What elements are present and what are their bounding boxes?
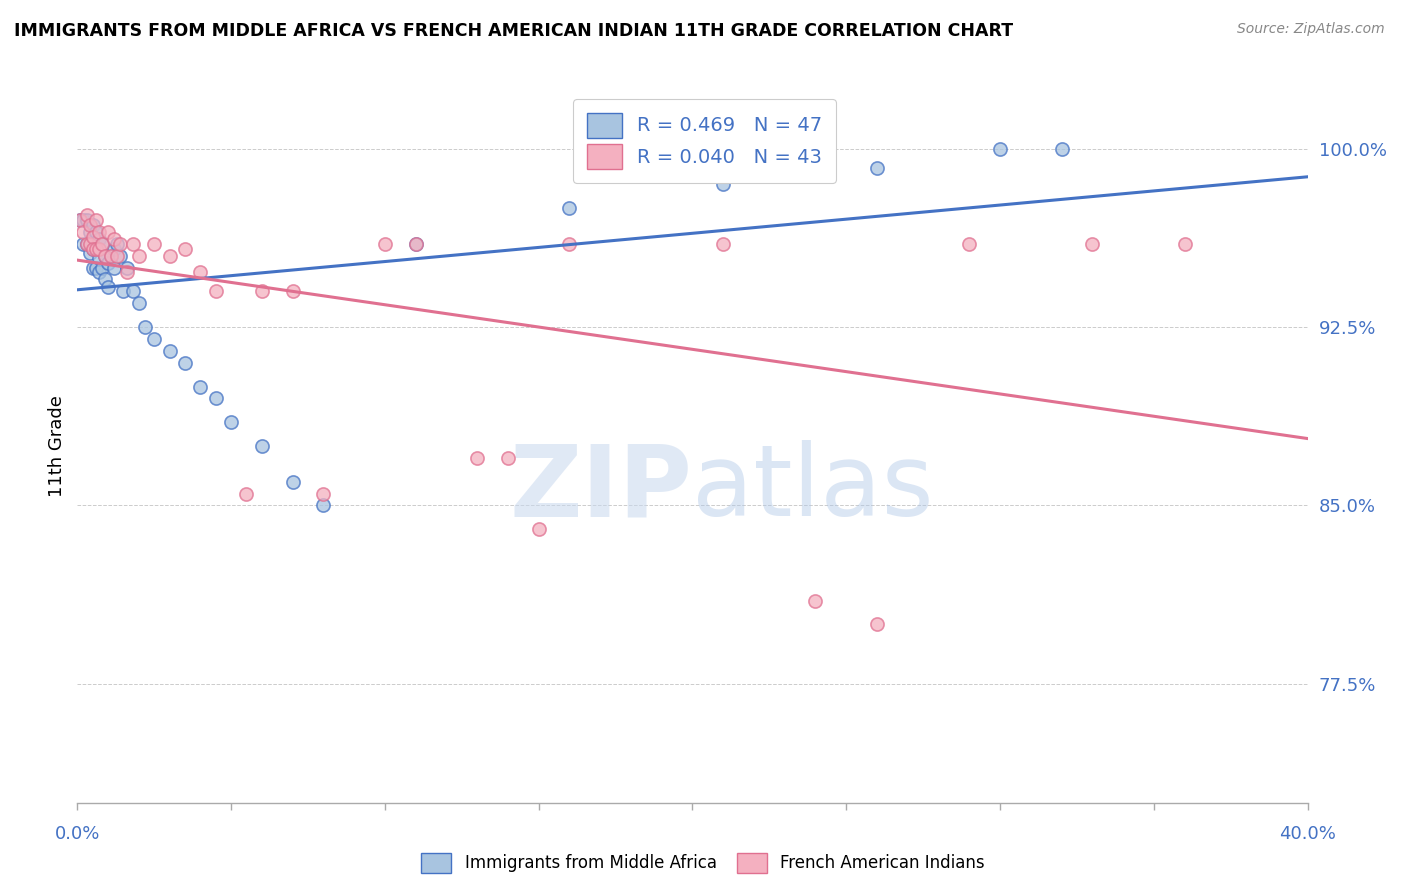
Point — [465, 450, 488, 465]
Point — [103, 232, 125, 246]
Point — [82, 229, 104, 244]
Point — [219, 415, 242, 429]
Point — [558, 236, 581, 251]
Point — [988, 142, 1011, 156]
Point — [69, 213, 91, 227]
Point — [121, 236, 143, 251]
Point — [90, 236, 114, 251]
Point — [527, 522, 550, 536]
Point — [405, 236, 427, 251]
Point — [496, 450, 519, 465]
Point — [866, 161, 889, 175]
Point — [115, 260, 138, 275]
Point — [558, 201, 581, 215]
Text: Source: ZipAtlas.com: Source: ZipAtlas.com — [1237, 22, 1385, 37]
Point — [87, 265, 110, 279]
Point — [1050, 142, 1073, 156]
Point — [100, 249, 122, 263]
Point — [866, 617, 889, 632]
Point — [87, 242, 110, 256]
Point — [110, 249, 132, 263]
Point — [188, 379, 212, 393]
Point — [69, 213, 91, 227]
Text: 40.0%: 40.0% — [1279, 825, 1336, 843]
Point — [90, 236, 114, 251]
Point — [72, 225, 94, 239]
Point — [97, 279, 120, 293]
Point — [90, 260, 114, 275]
Point — [97, 256, 120, 270]
Point — [76, 208, 98, 222]
Point — [84, 242, 107, 256]
Point — [103, 242, 125, 256]
Point — [79, 225, 101, 239]
Point — [250, 285, 273, 299]
Point — [143, 236, 166, 251]
Text: IMMIGRANTS FROM MIDDLE AFRICA VS FRENCH AMERICAN INDIAN 11TH GRADE CORRELATION C: IMMIGRANTS FROM MIDDLE AFRICA VS FRENCH … — [14, 22, 1014, 40]
Point — [957, 236, 980, 251]
Point — [72, 236, 94, 251]
Point — [82, 260, 104, 275]
Point — [312, 499, 335, 513]
Point — [94, 249, 117, 263]
Point — [76, 236, 98, 251]
Point — [82, 242, 104, 256]
Point — [105, 236, 128, 251]
Point — [97, 225, 120, 239]
Point — [84, 225, 107, 239]
Legend: R = 0.469   N = 47, R = 0.040   N = 43: R = 0.469 N = 47, R = 0.040 N = 43 — [574, 99, 837, 183]
Point — [87, 232, 110, 246]
Point — [115, 265, 138, 279]
Point — [79, 246, 101, 260]
Point — [281, 475, 304, 489]
Point — [100, 249, 122, 263]
Point — [711, 178, 734, 192]
Legend: Immigrants from Middle Africa, French American Indians: Immigrants from Middle Africa, French Am… — [415, 847, 991, 880]
Point — [204, 392, 226, 406]
Point — [174, 356, 197, 370]
Point — [76, 213, 98, 227]
Point — [804, 593, 827, 607]
Point — [159, 249, 181, 263]
Point — [94, 272, 117, 286]
Y-axis label: 11th Grade: 11th Grade — [48, 395, 66, 497]
Point — [79, 236, 101, 251]
Point — [79, 218, 101, 232]
Point — [312, 486, 335, 500]
Point — [711, 236, 734, 251]
Text: 0.0%: 0.0% — [55, 825, 100, 843]
Text: ZIP: ZIP — [509, 441, 693, 537]
Point — [281, 285, 304, 299]
Point — [188, 265, 212, 279]
Point — [121, 285, 143, 299]
Point — [82, 242, 104, 256]
Point — [87, 225, 110, 239]
Point — [159, 343, 181, 358]
Point — [374, 236, 396, 251]
Point — [84, 213, 107, 227]
Point — [76, 236, 98, 251]
Point — [405, 236, 427, 251]
Point — [105, 249, 128, 263]
Point — [87, 251, 110, 265]
Point — [174, 242, 197, 256]
Point — [103, 260, 125, 275]
Point — [72, 213, 94, 227]
Point — [134, 320, 156, 334]
Point — [1081, 236, 1104, 251]
Point — [94, 249, 117, 263]
Point — [143, 332, 166, 346]
Point — [250, 439, 273, 453]
Point — [128, 249, 150, 263]
Point — [204, 285, 226, 299]
Point — [128, 296, 150, 310]
Point — [84, 242, 107, 256]
Text: atlas: atlas — [693, 441, 934, 537]
Point — [235, 486, 257, 500]
Point — [112, 285, 135, 299]
Point — [1174, 236, 1197, 251]
Point — [110, 236, 132, 251]
Point — [84, 260, 107, 275]
Point — [82, 218, 104, 232]
